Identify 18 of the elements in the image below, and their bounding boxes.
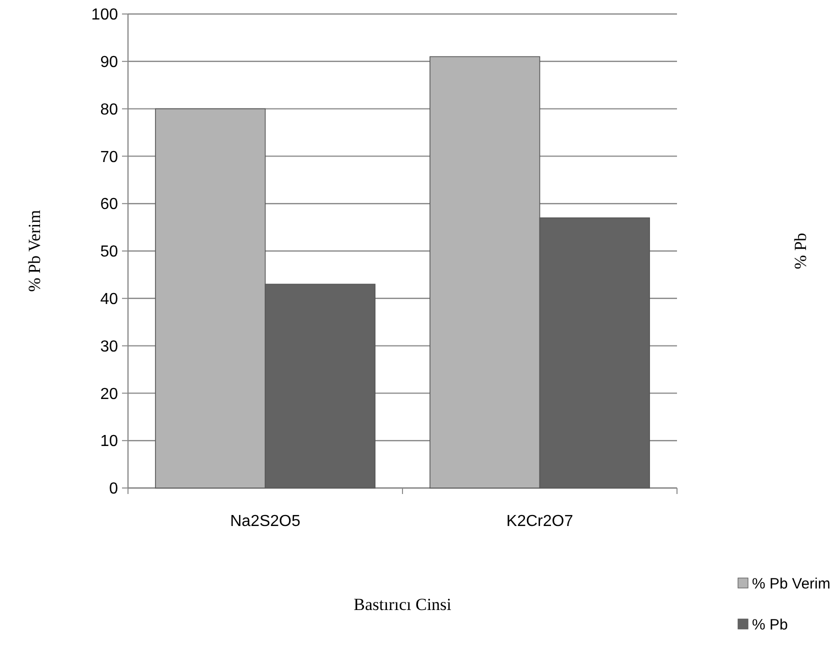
- y-tick-label: 20: [100, 386, 118, 403]
- y-tick-label: 30: [100, 338, 118, 356]
- x-axis-title: Bastırıcı Cinsi: [354, 595, 452, 614]
- y-tick-label: 60: [100, 196, 118, 214]
- y-tick-label: 40: [100, 291, 118, 308]
- y-tick-label: 10: [100, 433, 118, 450]
- legend-label: % Pb: [752, 616, 788, 634]
- text: % Pb: [791, 232, 810, 270]
- y-tick-label: 100: [91, 6, 118, 24]
- y-tick-label: 0: [109, 480, 118, 498]
- y-tick-label: 90: [100, 54, 118, 71]
- y-tick-label: 50: [100, 244, 118, 261]
- y-tick-label: 70: [100, 148, 118, 166]
- legend-label: % Pb Verim: [752, 575, 830, 592]
- x-tick-label: Na2S2O5: [230, 513, 300, 530]
- y-axis-title: % Pb Verim: [25, 210, 44, 292]
- y-tick-label: 80: [100, 101, 118, 118]
- x-tick-label: K2Cr2O7: [506, 513, 574, 530]
